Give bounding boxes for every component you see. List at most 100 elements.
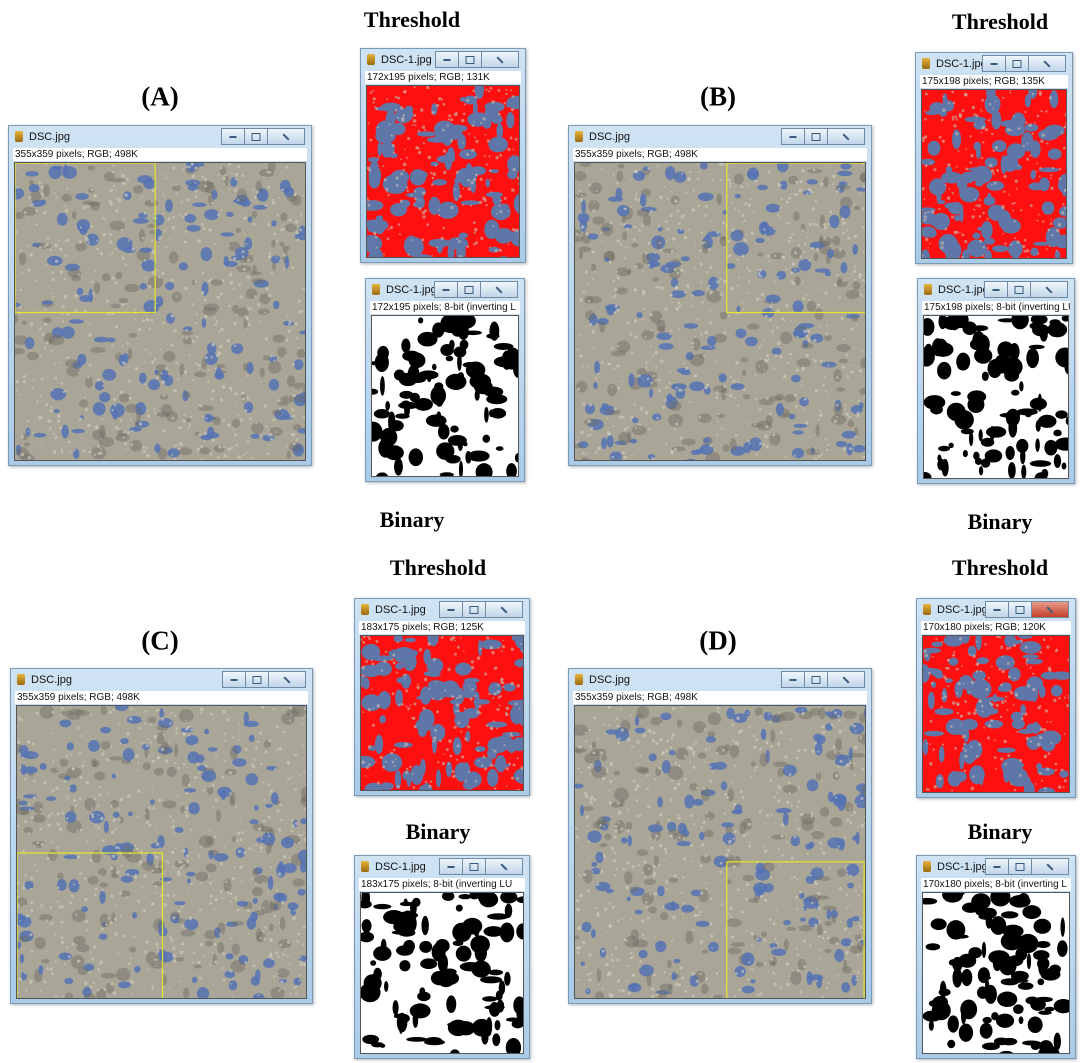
panel-label: (C) <box>141 626 178 657</box>
image <box>361 893 524 1054</box>
image-info: 172x195 pixels; 8-bit (inverting L <box>370 301 520 314</box>
minimize-button[interactable] <box>434 281 458 298</box>
close-button[interactable] <box>1031 601 1069 618</box>
close-button[interactable] <box>481 51 519 68</box>
window-icon <box>922 58 930 69</box>
image <box>923 636 1070 793</box>
image-area <box>371 315 519 477</box>
minimize-button[interactable] <box>984 281 1008 298</box>
title-bar: DSC-1.jpg <box>361 49 525 71</box>
image-window: DSC.jpg355x359 pixels; RGB; 498K <box>568 668 872 1004</box>
image-window: DSC-1.jpg183x175 pixels; 8-bit (invertin… <box>354 855 530 1059</box>
maximize-button[interactable] <box>1008 601 1032 618</box>
image-area <box>574 705 866 999</box>
image <box>922 90 1067 259</box>
minimize-button[interactable] <box>985 601 1009 618</box>
maximize-button[interactable] <box>462 601 486 618</box>
minimize-button[interactable] <box>985 858 1009 875</box>
window-buttons <box>440 601 523 618</box>
threshold-heading: Threshold <box>364 7 460 33</box>
image-window: DSC-1.jpg172x195 pixels; 8-bit (invertin… <box>365 278 525 482</box>
title-bar: DSC-1.jpg <box>366 279 524 301</box>
title-bar: DSC-1.jpg <box>918 279 1074 301</box>
panel-label: (D) <box>699 626 736 657</box>
title-bar: DSC.jpg <box>9 126 311 148</box>
close-button[interactable] <box>480 281 518 298</box>
minimize-button[interactable] <box>221 128 245 145</box>
maximize-button[interactable] <box>457 281 481 298</box>
window-icon <box>367 54 375 65</box>
minimize-button[interactable] <box>982 55 1006 72</box>
maximize-button[interactable] <box>1008 858 1032 875</box>
image-info: 355x359 pixels; RGB; 498K <box>573 691 867 704</box>
image <box>17 706 307 999</box>
image-window: DSC-1.jpg175x198 pixels; 8-bit (invertin… <box>917 278 1075 484</box>
image <box>575 163 866 461</box>
image-info: 355x359 pixels; RGB; 498K <box>15 691 308 704</box>
window-icon <box>575 674 583 685</box>
title-bar: DSC-1.jpg <box>355 856 529 878</box>
window-buttons <box>782 671 865 688</box>
window-buttons <box>985 281 1068 298</box>
image-info: 355x359 pixels; RGB; 498K <box>13 148 307 161</box>
minimize-button[interactable] <box>222 671 246 688</box>
image <box>367 86 520 258</box>
close-button[interactable] <box>1031 858 1069 875</box>
title-bar: DSC.jpg <box>569 126 871 148</box>
maximize-button[interactable] <box>1005 55 1029 72</box>
close-button[interactable] <box>267 128 305 145</box>
maximize-button[interactable] <box>244 128 268 145</box>
panel-label: (A) <box>141 82 178 113</box>
image-info: 170x180 pixels; 8-bit (inverting L <box>921 878 1071 891</box>
image-window: DSC-1.jpg170x180 pixels; 8-bit (invertin… <box>916 855 1076 1059</box>
window-icon <box>15 131 23 142</box>
image <box>923 893 1070 1054</box>
close-button[interactable] <box>827 671 865 688</box>
maximize-button[interactable] <box>458 51 482 68</box>
image <box>15 163 306 461</box>
close-button[interactable] <box>827 128 865 145</box>
close-button[interactable] <box>485 858 523 875</box>
image-area <box>360 635 524 791</box>
window-title: DSC-1.jpg <box>375 604 426 616</box>
image <box>361 636 524 791</box>
minimize-button[interactable] <box>781 671 805 688</box>
minimize-button[interactable] <box>435 51 459 68</box>
close-button[interactable] <box>268 671 306 688</box>
threshold-heading: Threshold <box>390 555 486 581</box>
image <box>575 706 866 999</box>
close-button[interactable] <box>1028 55 1066 72</box>
image-window: DSC-1.jpg 175x198 pixels; RGB; 135K <box>915 52 1073 264</box>
image-info: 355x359 pixels; RGB; 498K <box>573 148 867 161</box>
window-buttons <box>986 858 1069 875</box>
title-bar: DSC.jpg <box>11 669 312 691</box>
window-title: DSC-1.jpg <box>936 58 987 70</box>
maximize-button[interactable] <box>804 128 828 145</box>
close-button[interactable] <box>1030 281 1068 298</box>
minimize-button[interactable] <box>439 858 463 875</box>
image-info: 175x198 pixels; RGB; 135K <box>920 75 1068 88</box>
image-window: DSC.jpg355x359 pixels; RGB; 498K <box>568 125 872 466</box>
image-window: DSC.jpg355x359 pixels; RGB; 498K <box>8 125 312 466</box>
maximize-button[interactable] <box>462 858 486 875</box>
image-area <box>16 705 307 999</box>
maximize-button[interactable] <box>245 671 269 688</box>
window-title: DSC-1.jpg <box>937 604 988 616</box>
window-buttons <box>983 55 1066 72</box>
window-title: DSC.jpg <box>31 674 72 686</box>
minimize-button[interactable] <box>439 601 463 618</box>
window-icon <box>923 861 931 872</box>
image-window: DSC-1.jpg170x180 pixels; RGB; 120K <box>916 598 1076 798</box>
image-area <box>922 892 1070 1054</box>
title-bar: DSC.jpg <box>569 669 871 691</box>
window-icon <box>361 604 369 615</box>
title-bar: DSC-1.jpg <box>917 599 1075 621</box>
window-icon <box>372 284 380 295</box>
image-info: 172x195 pixels; RGB; 131K <box>365 71 521 84</box>
maximize-button[interactable] <box>1007 281 1031 298</box>
minimize-button[interactable] <box>781 128 805 145</box>
window-icon <box>17 674 25 685</box>
image-area <box>360 892 524 1054</box>
maximize-button[interactable] <box>804 671 828 688</box>
close-button[interactable] <box>485 601 523 618</box>
